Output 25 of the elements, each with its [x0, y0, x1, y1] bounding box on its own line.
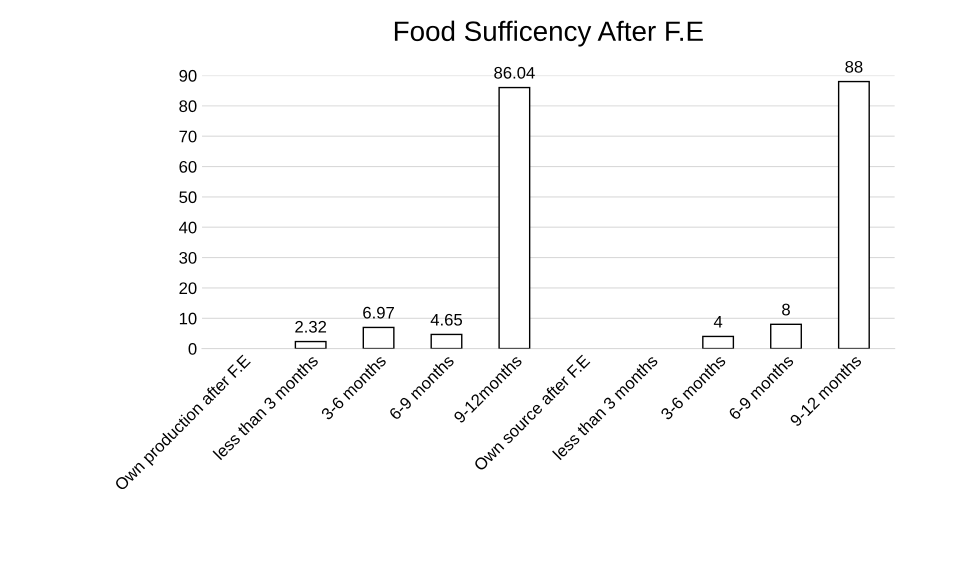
bar [294, 340, 327, 349]
bar [838, 80, 870, 349]
y-tick-label: 80 [179, 100, 197, 112]
y-tick-label: 70 [179, 130, 197, 142]
data-label: 4.65 [430, 314, 462, 326]
y-tick-label: 90 [179, 70, 197, 82]
data-label: 4 [714, 316, 722, 328]
bar [770, 324, 802, 349]
y-tick-label: 20 [179, 282, 197, 294]
chart-title: Food Sufficency After F.E [394, 20, 703, 47]
data-label: 6.97 [363, 306, 394, 319]
y-tick-label: 40 [179, 222, 197, 234]
bar [362, 326, 395, 349]
data-label: 8 [782, 304, 790, 316]
y-tick-label: 10 [180, 312, 197, 324]
y-tick-label: 0 [188, 343, 197, 355]
data-label: 2.32 [295, 320, 326, 333]
bar [498, 86, 530, 349]
y-tick-label: 60 [179, 160, 197, 173]
bar [430, 334, 462, 349]
bar [702, 336, 734, 349]
data-label: 88 [845, 60, 862, 73]
data-label: 86.04 [494, 66, 535, 79]
y-tick-label: 30 [179, 252, 197, 264]
y-tick-label: 50 [179, 191, 197, 204]
